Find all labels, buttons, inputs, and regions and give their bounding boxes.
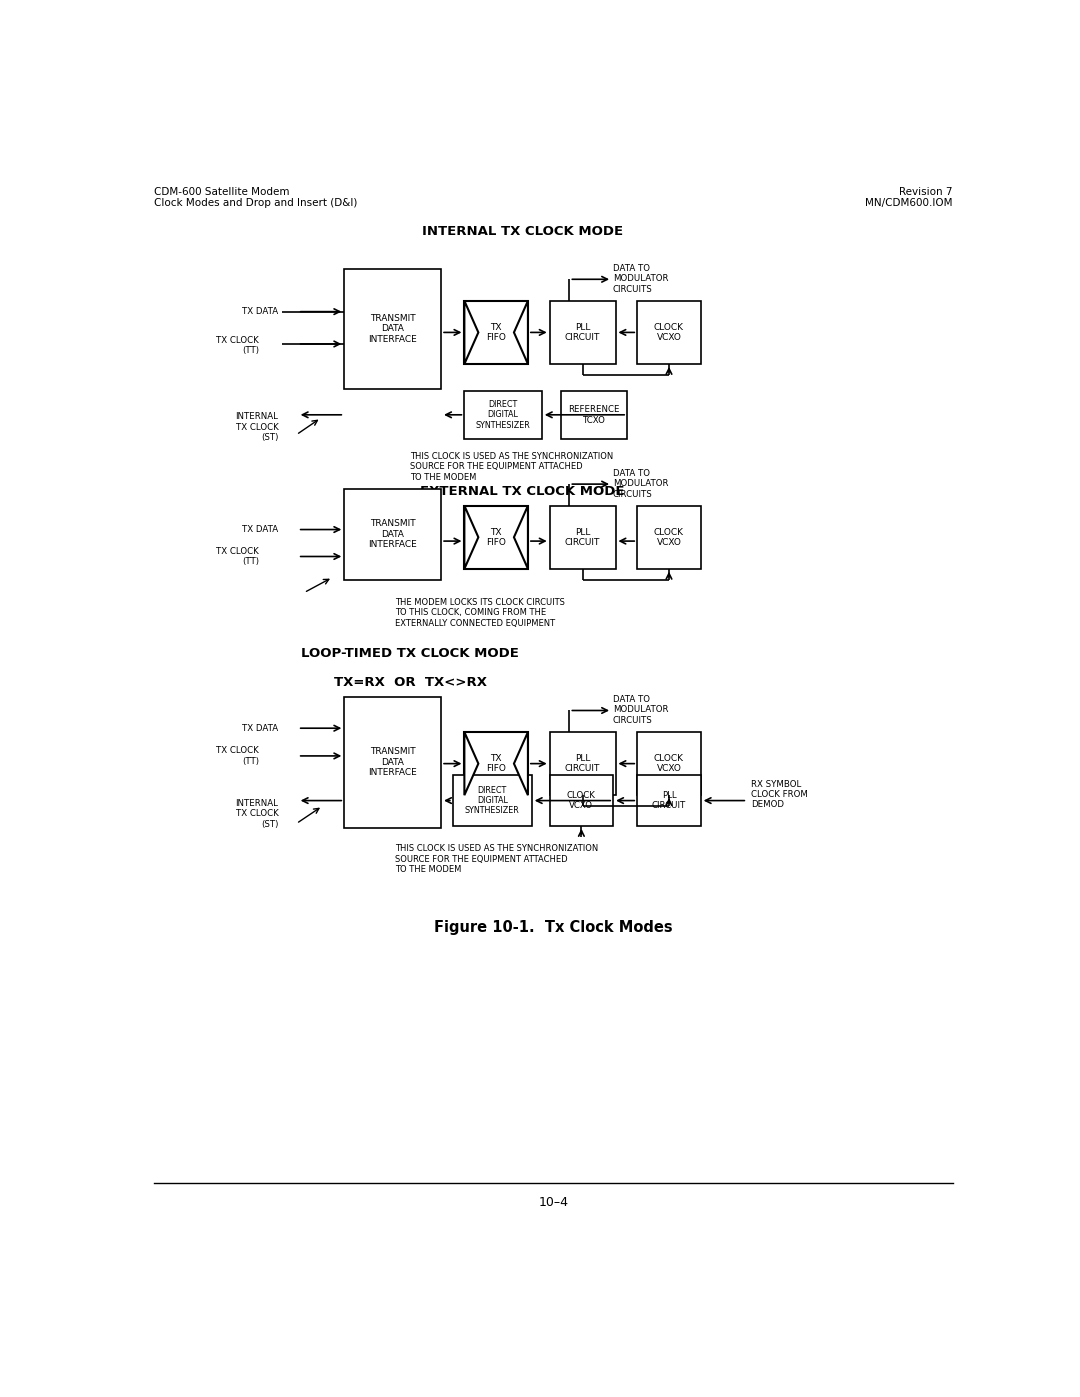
Bar bbox=[464, 391, 542, 439]
Text: INTERNAL
TX CLOCK
(ST): INTERNAL TX CLOCK (ST) bbox=[235, 799, 279, 828]
Text: PLL
CIRCUIT: PLL CIRCUIT bbox=[565, 323, 600, 342]
Text: THIS CLOCK IS USED AS THE SYNCHRONIZATION
SOURCE FOR THE EQUIPMENT ATTACHED
TO T: THIS CLOCK IS USED AS THE SYNCHRONIZATIO… bbox=[410, 451, 613, 482]
Polygon shape bbox=[464, 732, 478, 795]
Text: CLOCK
VCXO: CLOCK VCXO bbox=[654, 754, 684, 774]
Text: DIRECT
DIGITAL
SYNTHESIZER: DIRECT DIGITAL SYNTHESIZER bbox=[464, 785, 519, 816]
Bar bbox=[550, 506, 616, 569]
Text: THIS CLOCK IS USED AS THE SYNCHRONIZATION
SOURCE FOR THE EQUIPMENT ATTACHED
TO T: THIS CLOCK IS USED AS THE SYNCHRONIZATIO… bbox=[394, 844, 598, 875]
Bar bbox=[345, 697, 441, 827]
Text: RX SYMBOL
CLOCK FROM
DEMOD: RX SYMBOL CLOCK FROM DEMOD bbox=[751, 780, 808, 809]
Bar bbox=[637, 732, 701, 795]
Text: TX DATA: TX DATA bbox=[242, 307, 279, 316]
Text: CLOCK
VCXO: CLOCK VCXO bbox=[654, 323, 684, 342]
Text: TX CLOCK: TX CLOCK bbox=[216, 746, 259, 754]
Text: (TT): (TT) bbox=[242, 557, 259, 566]
Bar bbox=[453, 775, 531, 826]
Polygon shape bbox=[514, 300, 528, 365]
Polygon shape bbox=[514, 506, 528, 569]
Text: Figure 10-1.  Tx Clock Modes: Figure 10-1. Tx Clock Modes bbox=[434, 921, 673, 935]
Bar bbox=[550, 732, 616, 795]
Text: Revision 7: Revision 7 bbox=[900, 187, 953, 197]
Text: TX
FIFO: TX FIFO bbox=[486, 528, 507, 548]
Text: TX DATA: TX DATA bbox=[242, 724, 279, 732]
Text: REFERENCE
TCXO: REFERENCE TCXO bbox=[568, 405, 620, 425]
Text: CDM-600 Satellite Modem: CDM-600 Satellite Modem bbox=[154, 187, 289, 197]
Text: EXTERNAL TX CLOCK MODE: EXTERNAL TX CLOCK MODE bbox=[420, 485, 624, 497]
Bar bbox=[464, 732, 528, 795]
Text: 10–4: 10–4 bbox=[539, 1196, 568, 1208]
Bar bbox=[345, 489, 441, 580]
Polygon shape bbox=[514, 732, 528, 795]
Bar bbox=[550, 775, 613, 826]
Text: (TT): (TT) bbox=[242, 757, 259, 766]
Text: LOOP-TIMED TX CLOCK MODE: LOOP-TIMED TX CLOCK MODE bbox=[301, 647, 519, 659]
Text: Clock Modes and Drop and Insert (D&I): Clock Modes and Drop and Insert (D&I) bbox=[154, 198, 357, 208]
Text: PLL
CIRCUIT: PLL CIRCUIT bbox=[565, 754, 600, 774]
Polygon shape bbox=[464, 506, 478, 569]
Text: TX=RX  OR  TX<>RX: TX=RX OR TX<>RX bbox=[334, 676, 487, 689]
Text: MN/CDM600.IOM: MN/CDM600.IOM bbox=[865, 198, 953, 208]
Text: DATA TO
MODULATOR
CIRCUITS: DATA TO MODULATOR CIRCUITS bbox=[612, 469, 669, 499]
Text: DATA TO
MODULATOR
CIRCUITS: DATA TO MODULATOR CIRCUITS bbox=[612, 264, 669, 293]
Text: CLOCK
VCXO: CLOCK VCXO bbox=[654, 528, 684, 548]
Text: THE MODEM LOCKS ITS CLOCK CIRCUITS
TO THIS CLOCK, COMING FROM THE
EXTERNALLY CON: THE MODEM LOCKS ITS CLOCK CIRCUITS TO TH… bbox=[394, 598, 565, 627]
Bar bbox=[637, 300, 701, 365]
Text: TX CLOCK: TX CLOCK bbox=[216, 335, 259, 345]
Text: PLL
CIRCUIT: PLL CIRCUIT bbox=[565, 528, 600, 548]
Text: TRANSMIT
DATA
INTERFACE: TRANSMIT DATA INTERFACE bbox=[368, 520, 417, 549]
Bar bbox=[345, 270, 441, 388]
Text: PLL
CIRCUIT: PLL CIRCUIT bbox=[652, 791, 686, 810]
Text: DIRECT
DIGITAL
SYNTHESIZER: DIRECT DIGITAL SYNTHESIZER bbox=[476, 400, 530, 430]
Text: TRANSMIT
DATA
INTERFACE: TRANSMIT DATA INTERFACE bbox=[368, 314, 417, 344]
Text: TRANSMIT
DATA
INTERFACE: TRANSMIT DATA INTERFACE bbox=[368, 747, 417, 777]
Bar bbox=[464, 300, 528, 365]
Text: DATA TO
MODULATOR
CIRCUITS: DATA TO MODULATOR CIRCUITS bbox=[612, 696, 669, 725]
Text: CLOCK
VCXO: CLOCK VCXO bbox=[567, 791, 596, 810]
Text: TX
FIFO: TX FIFO bbox=[486, 754, 507, 774]
Bar bbox=[637, 506, 701, 569]
Bar bbox=[562, 391, 627, 439]
Text: INTERNAL TX CLOCK MODE: INTERNAL TX CLOCK MODE bbox=[422, 225, 623, 239]
Text: TX DATA: TX DATA bbox=[242, 525, 279, 534]
Polygon shape bbox=[464, 300, 478, 365]
Text: TX
FIFO: TX FIFO bbox=[486, 323, 507, 342]
Text: INTERNAL
TX CLOCK
(ST): INTERNAL TX CLOCK (ST) bbox=[235, 412, 279, 441]
Bar bbox=[464, 506, 528, 569]
Bar bbox=[637, 775, 701, 826]
Text: (TT): (TT) bbox=[242, 345, 259, 355]
Text: TX CLOCK: TX CLOCK bbox=[216, 546, 259, 556]
Bar bbox=[550, 300, 616, 365]
